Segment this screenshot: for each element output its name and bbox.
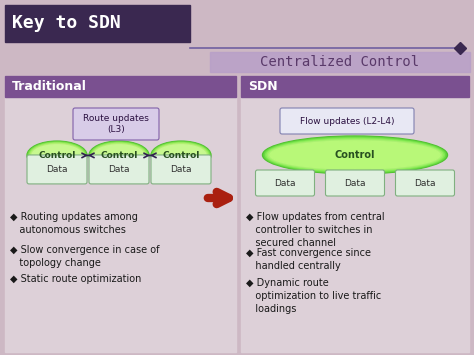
Bar — [241, 76, 469, 352]
Text: ◆ Static route optimization: ◆ Static route optimization — [10, 274, 141, 284]
FancyBboxPatch shape — [395, 170, 455, 196]
Text: Control: Control — [162, 151, 200, 160]
Ellipse shape — [30, 143, 84, 168]
Text: Data: Data — [414, 179, 436, 187]
Bar — [241, 76, 469, 97]
Ellipse shape — [94, 145, 144, 166]
Ellipse shape — [265, 138, 445, 172]
Ellipse shape — [268, 140, 441, 170]
Bar — [5, 76, 236, 352]
Ellipse shape — [264, 137, 446, 173]
Text: ◆ Routing updates among
   autonomous switches: ◆ Routing updates among autonomous switc… — [10, 212, 138, 235]
Ellipse shape — [92, 143, 146, 168]
Text: SDN: SDN — [248, 80, 278, 93]
Text: ◆ Fast convergence since
   handled centrally: ◆ Fast convergence since handled central… — [246, 248, 371, 271]
Ellipse shape — [31, 144, 83, 167]
Text: Centralized Control: Centralized Control — [260, 55, 419, 69]
Text: Control: Control — [38, 151, 76, 160]
Text: Data: Data — [170, 165, 192, 174]
Text: ◆ Flow updates from central
   controller to switches in
   secured channel: ◆ Flow updates from central controller t… — [246, 212, 384, 247]
Text: Data: Data — [344, 179, 366, 187]
Text: Data: Data — [46, 165, 68, 174]
Ellipse shape — [270, 141, 440, 169]
Ellipse shape — [151, 141, 211, 170]
Text: Traditional: Traditional — [12, 80, 87, 93]
Ellipse shape — [29, 143, 85, 168]
FancyBboxPatch shape — [151, 155, 211, 184]
FancyBboxPatch shape — [326, 170, 384, 196]
Ellipse shape — [89, 141, 149, 170]
Text: Key to SDN: Key to SDN — [12, 15, 121, 33]
Ellipse shape — [263, 136, 447, 174]
Ellipse shape — [32, 145, 82, 166]
Ellipse shape — [93, 144, 145, 167]
Ellipse shape — [156, 145, 206, 166]
Text: ◆ Slow convergence in case of
   topology change: ◆ Slow convergence in case of topology c… — [10, 245, 159, 268]
Text: Flow updates (L2-L4): Flow updates (L2-L4) — [300, 116, 394, 126]
Text: Data: Data — [108, 165, 130, 174]
FancyBboxPatch shape — [255, 170, 315, 196]
FancyBboxPatch shape — [89, 155, 149, 184]
Text: Control: Control — [100, 151, 137, 160]
Ellipse shape — [28, 142, 86, 169]
FancyBboxPatch shape — [73, 108, 159, 140]
Ellipse shape — [90, 142, 148, 169]
Ellipse shape — [27, 141, 87, 170]
Text: Control: Control — [335, 150, 375, 160]
Text: Data: Data — [274, 179, 296, 187]
Bar — [5, 76, 236, 97]
Ellipse shape — [153, 143, 209, 168]
Text: Route updates
(L3): Route updates (L3) — [83, 114, 149, 134]
FancyBboxPatch shape — [27, 155, 87, 184]
Text: ◆ Dynamic route
   optimization to live traffic
   loadings: ◆ Dynamic route optimization to live tra… — [246, 278, 381, 313]
Ellipse shape — [91, 143, 147, 168]
Ellipse shape — [152, 142, 210, 169]
Bar — [5, 5, 190, 42]
Ellipse shape — [267, 139, 443, 171]
Bar — [210, 52, 470, 72]
Ellipse shape — [154, 143, 208, 168]
Ellipse shape — [155, 144, 207, 167]
FancyBboxPatch shape — [280, 108, 414, 134]
